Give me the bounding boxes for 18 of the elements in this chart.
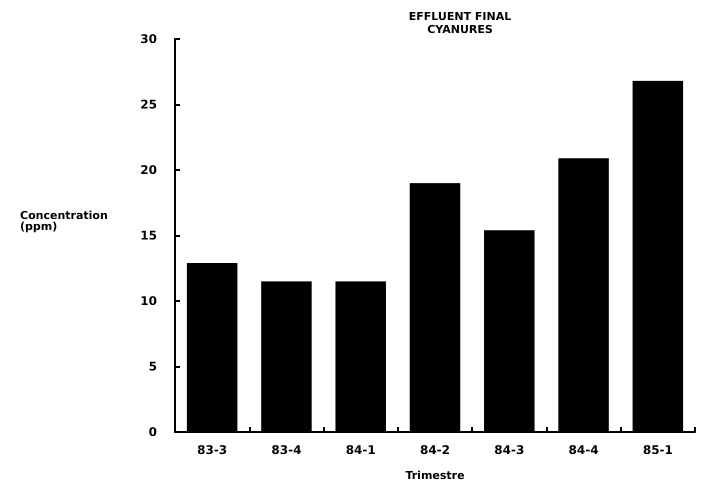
y-tick-label: 10 [140,294,157,308]
x-axis-title: Trimestre [405,469,465,482]
x-tick-label: 85-1 [642,443,673,457]
chart-title: EFFLUENT FINAL [408,10,512,23]
x-tick-label: 84-3 [494,443,524,457]
chart-subtitle: CYANURES [427,23,493,36]
x-tick-label: 84-4 [568,443,599,457]
y-tick-label: 30 [140,32,157,46]
y-tick-label: 5 [148,360,157,374]
x-tick-label: 83-4 [271,443,302,457]
x-tick-label: 84-2 [420,443,450,457]
x-tick-label: 84-1 [346,443,376,457]
y-tick-label: 25 [140,98,157,112]
y-tick-label: 20 [140,163,157,177]
y-axis-title: Concentration (ppm) [20,209,108,233]
y-tick-label: 15 [140,228,157,242]
x-tick-label: 83-3 [197,443,228,457]
y-tick-label: 0 [148,425,157,439]
